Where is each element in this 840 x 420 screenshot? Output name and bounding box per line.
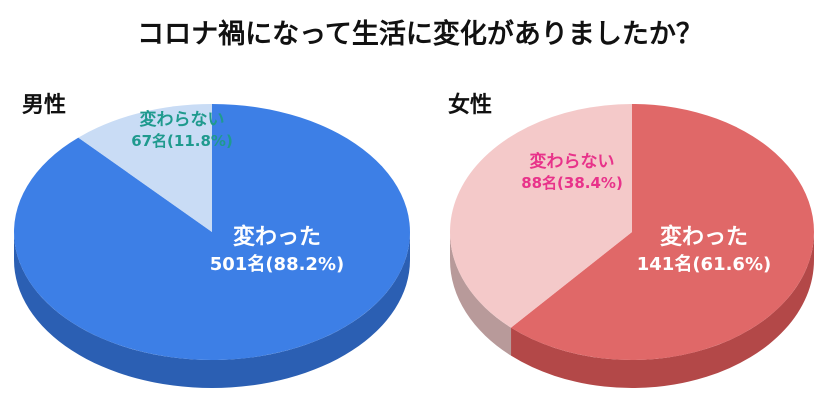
- male-value-changed: 501名(88.2%): [210, 253, 344, 275]
- male-value-unchanged: 67名(11.8%): [131, 132, 233, 150]
- female-pie-slice-unchanged: [450, 104, 632, 328]
- male-label-unchanged: 変わらない: [140, 109, 225, 130]
- female-pie-side-changed: [511, 232, 814, 388]
- female-pie-slice-changed: [511, 104, 814, 361]
- female-chart-title: 女性: [448, 92, 492, 118]
- male-label-changed: 変わった: [233, 224, 321, 250]
- male-pie-slice-unchanged: [78, 104, 212, 232]
- male-pie-side-changed: [14, 232, 410, 388]
- female-value-unchanged: 88名(38.4%): [521, 174, 623, 192]
- chart-title: コロナ禍になって生活に変化がありましたか？: [137, 18, 703, 50]
- female-label-unchanged: 変わらない: [530, 151, 615, 172]
- female-pie-side-unchanged: [450, 232, 512, 356]
- female-value-changed: 141名(61.6%): [637, 253, 771, 275]
- male-pie-slice-changed: [13, 104, 410, 361]
- male-pie-chart: 変わった 501名(88.2%) 変わらない 67名(11.8%): [13, 104, 410, 388]
- female-label-changed: 変わった: [660, 224, 748, 250]
- male-chart-title: 男性: [22, 93, 66, 118]
- female-pie-chart: 変わった 141名(61.6%) 変わらない 88名(38.4%): [450, 104, 814, 388]
